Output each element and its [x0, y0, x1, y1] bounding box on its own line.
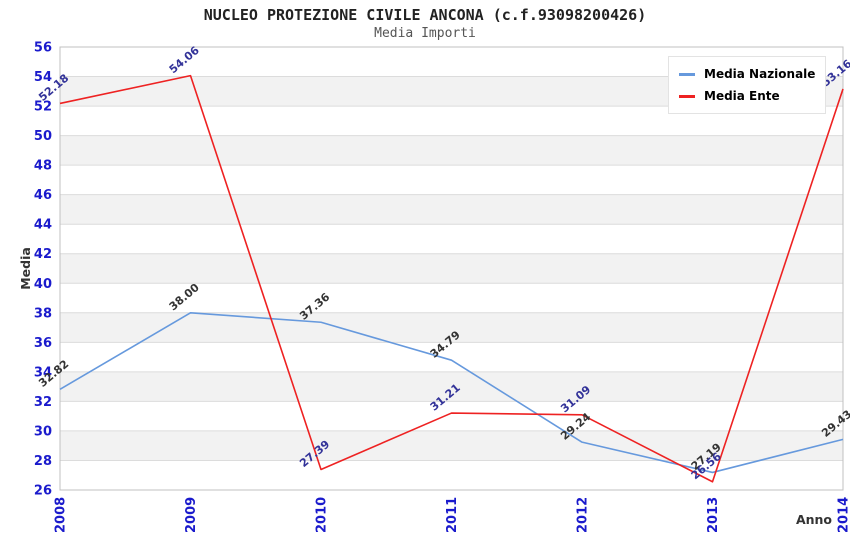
y-tick-label: 54: [34, 70, 52, 85]
legend-swatch-media-nazionale: [679, 72, 695, 76]
legend: Media Nazionale Media Ente: [668, 56, 827, 114]
y-tick-label: 32: [34, 395, 52, 410]
y-tick-label: 28: [34, 454, 52, 469]
x-tick-label: 2011: [445, 497, 460, 533]
y-axis-title: Media: [18, 247, 33, 290]
x-axis-title: Anno: [796, 512, 832, 527]
legend-item-media-ente: Media Ente: [679, 85, 815, 107]
series-line-media-ente: [59, 74, 844, 483]
grid-band: [60, 253, 843, 284]
grid-band: [60, 135, 843, 166]
y-tick-label: 38: [34, 306, 52, 321]
y-tick-label: 42: [34, 247, 52, 262]
legend-label: Media Ente: [704, 89, 780, 103]
y-tick-label: 48: [34, 159, 52, 174]
y-tick-label: 56: [34, 41, 52, 56]
plot-border: [59, 46, 844, 491]
chart-subtitle: Media Importi: [374, 26, 476, 41]
data-label-media-nazionale: 38.00: [167, 281, 202, 314]
data-label-media-ente: 54.06: [167, 44, 202, 77]
y-tick-label: 34: [34, 365, 52, 380]
grid-band: [60, 194, 843, 225]
series-line-media-nazionale: [59, 311, 844, 474]
x-tick-label: 2013: [706, 497, 721, 533]
x-tick-label: 2008: [54, 497, 69, 533]
legend-swatch-media-ente: [679, 94, 695, 98]
legend-label: Media Nazionale: [704, 67, 816, 81]
y-tick-label: 52: [34, 100, 52, 115]
y-tick-label: 50: [34, 129, 52, 144]
x-tick-label: 2010: [315, 497, 330, 533]
legend-item-media-nazionale: Media Nazionale: [679, 63, 815, 85]
grid-band: [60, 312, 843, 343]
y-tick-label: 26: [34, 484, 52, 499]
y-tick-label: 36: [34, 336, 52, 351]
x-tick-label: 2014: [837, 497, 850, 533]
x-tick-label: 2012: [576, 497, 591, 533]
y-tick-label: 44: [34, 218, 52, 233]
grid-band: [60, 371, 843, 402]
y-tick-label: 30: [34, 424, 52, 439]
y-tick-label: 46: [34, 188, 52, 203]
y-tick-label: 40: [34, 277, 52, 292]
x-tick-label: 2009: [184, 497, 199, 533]
chart-title: NUCLEO PROTEZIONE CIVILE ANCONA (c.f.930…: [203, 6, 647, 24]
grid-band: [60, 430, 843, 461]
